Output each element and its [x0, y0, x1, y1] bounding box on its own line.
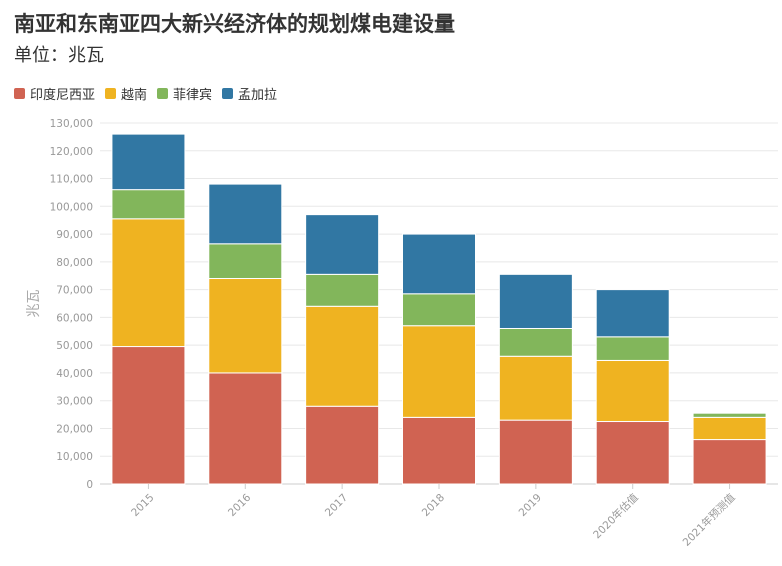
bar-segment: [692, 416, 767, 441]
y-tick-label: 90,000: [56, 229, 93, 241]
bar-segment: [402, 233, 476, 295]
y-tick-label: 40,000: [56, 368, 93, 380]
bar-segment: [208, 372, 283, 485]
y-axis-label: 兆瓦: [26, 290, 42, 318]
y-tick-label: 50,000: [56, 340, 93, 352]
x-tick-label: 2015: [129, 492, 156, 519]
bar-segment: [305, 405, 380, 485]
legend-swatch: [14, 88, 25, 99]
bar-segment: [111, 189, 186, 220]
x-tick-label: 2020年估值: [590, 491, 641, 542]
chart-title: 南亚和东南亚四大新兴经济体的规划煤电建设量: [14, 12, 455, 36]
y-tick-label: 10,000: [56, 451, 93, 463]
y-tick-label: 20,000: [56, 423, 93, 435]
y-tick-label: 130,000: [50, 118, 93, 130]
legend-item-bangladesh[interactable]: 孟加拉: [222, 84, 277, 103]
bar-segment: [498, 419, 573, 485]
legend-item-indonesia[interactable]: 印度尼西亚: [14, 84, 95, 103]
legend-item-philippines[interactable]: 菲律宾: [157, 84, 212, 103]
y-tick-label: 0: [86, 479, 93, 491]
legend-label: 菲律宾: [173, 88, 213, 103]
bar-segment: [208, 278, 283, 374]
y-tick-label: 60,000: [56, 312, 93, 324]
bar-segment: [498, 355, 573, 421]
x-tick-label: 2018: [420, 492, 447, 519]
y-tick-label: 70,000: [56, 285, 93, 297]
bar-segment: [208, 183, 283, 245]
y-tick-label: 110,000: [50, 174, 93, 186]
x-tick-label: 2017: [323, 492, 350, 519]
bar-segment: [305, 305, 380, 407]
x-tick-label: 2019: [517, 492, 544, 519]
bar-segment: [595, 359, 670, 423]
bar-segment: [595, 336, 670, 361]
legend-label: 越南: [121, 88, 148, 103]
legend-item-vietnam[interactable]: 越南: [105, 84, 147, 103]
y-tick-label: 120,000: [50, 146, 93, 158]
legend-label: 孟加拉: [238, 88, 278, 103]
bar-segment: [498, 327, 573, 357]
bar-segment: [595, 289, 670, 338]
bar-segment: [305, 273, 380, 307]
bar-segment: [498, 273, 573, 329]
y-tick-label: 80,000: [56, 257, 93, 269]
legend-swatch: [222, 88, 234, 99]
legend: 印度尼西亚 越南 菲律宾 孟加拉: [14, 84, 277, 103]
x-tick-label: 2016: [226, 491, 254, 519]
y-tick-label: 30,000: [56, 396, 93, 408]
bar-segment: [692, 412, 767, 418]
bar-segment: [208, 243, 283, 280]
bar-segment: [111, 346, 186, 485]
legend-swatch: [105, 88, 117, 99]
bar-segment: [595, 421, 670, 485]
bar-segment: [402, 325, 476, 418]
chart-subtitle: 单位：兆瓦: [14, 45, 104, 66]
bar-segment: [692, 439, 767, 485]
bar-segment: [402, 293, 476, 327]
bar-segment: [402, 416, 476, 485]
bar-segment: [111, 133, 186, 191]
x-tick-label: 2021年预测值: [680, 491, 738, 549]
bar-segment: [305, 214, 380, 275]
y-tick-label: 100,000: [50, 201, 93, 213]
legend-swatch: [157, 88, 169, 99]
bar-segment: [111, 218, 186, 348]
legend-label: 印度尼西亚: [30, 88, 96, 103]
